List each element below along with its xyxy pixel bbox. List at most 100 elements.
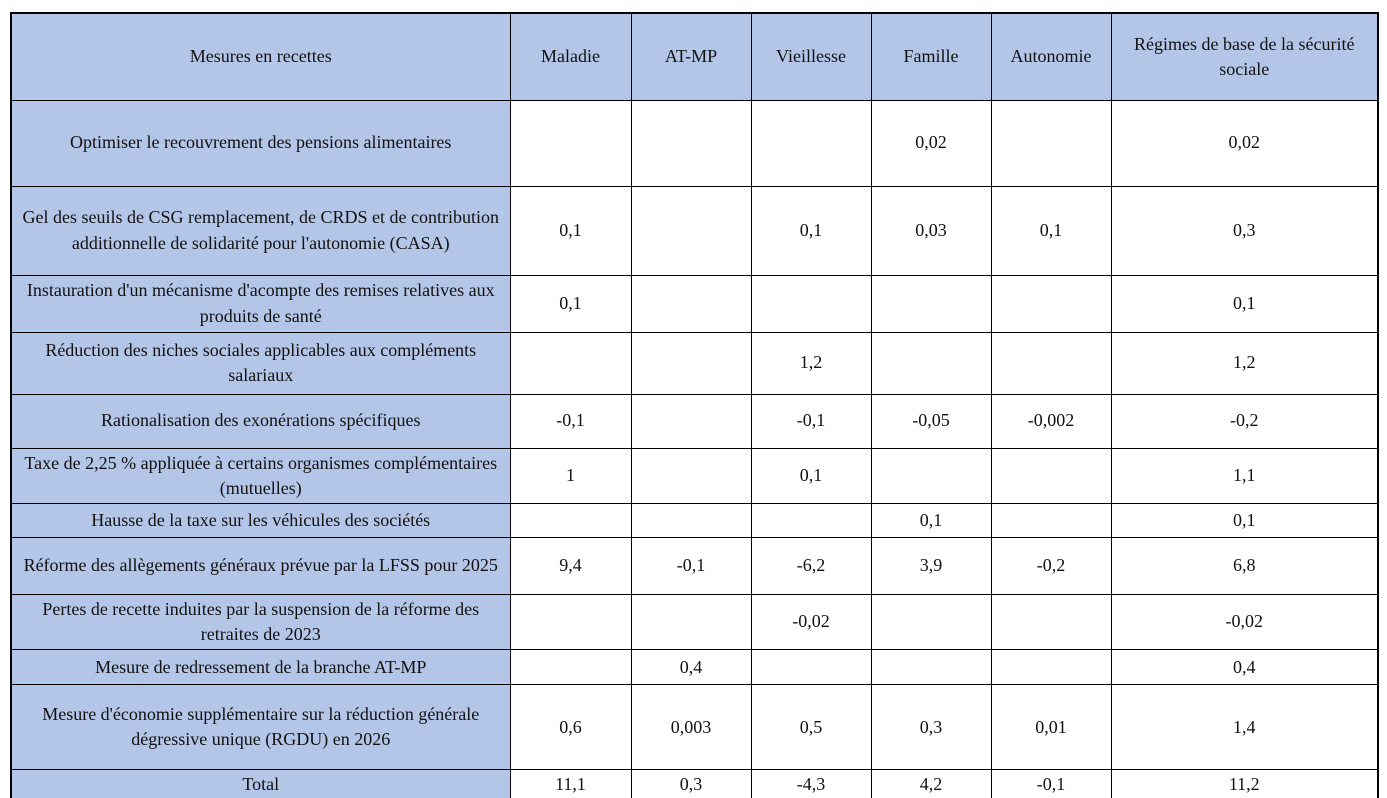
value-cell — [870, 649, 992, 686]
column-header: Régimes de base de la sécurité sociale — [1110, 12, 1379, 101]
value-cell: 11,2 — [1110, 769, 1379, 798]
value-cell: 0,1 — [1110, 274, 1379, 333]
value-cell: 9,4 — [509, 536, 632, 595]
value-cell — [990, 447, 1112, 504]
measure-label-cell: Mesure de redressement de la branche AT-… — [10, 649, 511, 686]
measure-label-cell: Instauration d'un mécanisme d'acompte de… — [10, 274, 511, 333]
column-header: Autonomie — [990, 12, 1112, 101]
table-row: Réforme des allègements généraux prévue … — [10, 536, 1379, 595]
value-cell — [630, 99, 752, 187]
measure-label-cell: Réduction des niches sociales applicable… — [10, 331, 511, 395]
measure-label-cell: Gel des seuils de CSG remplacement, de C… — [10, 185, 511, 276]
measure-label-cell: Rationalisation des exonérations spécifi… — [10, 393, 511, 449]
table-row: Pertes de recette induites par la suspen… — [10, 593, 1379, 651]
value-cell — [990, 593, 1112, 651]
value-cell — [509, 99, 632, 187]
value-cell: 1,2 — [750, 331, 872, 395]
value-cell: 0,1 — [509, 274, 632, 333]
value-cell — [630, 274, 752, 333]
revenue-measures-table: Mesures en recettes Maladie AT-MP Vieilless… — [10, 12, 1379, 798]
value-cell: -0,1 — [750, 393, 872, 449]
value-cell — [750, 99, 872, 187]
value-cell: -0,1 — [630, 536, 752, 595]
value-cell — [509, 649, 632, 686]
value-cell: 1,4 — [1110, 684, 1379, 771]
measure-label-cell: Total — [10, 769, 511, 798]
value-cell: 0,4 — [630, 649, 752, 686]
total-row: Total 11,1 0,3 -4,3 4,2 -0,1 11,2 — [10, 769, 1379, 798]
table-row: Mesure d'économie supplémentaire sur la … — [10, 684, 1379, 771]
column-header: Mesures en recettes — [10, 12, 511, 101]
value-cell — [870, 593, 992, 651]
value-cell: 0,3 — [870, 684, 992, 771]
table-header: Mesures en recettes Maladie AT-MP Vieilless… — [10, 12, 1379, 101]
value-cell — [990, 274, 1112, 333]
value-cell: 0,5 — [750, 684, 872, 771]
table-row: Instauration d'un mécanisme d'acompte de… — [10, 274, 1379, 333]
value-cell: 0,003 — [630, 684, 752, 771]
value-cell: 1 — [509, 447, 632, 504]
table-row: Réduction des niches sociales applicable… — [10, 331, 1379, 395]
value-cell — [750, 274, 872, 333]
value-cell — [750, 649, 872, 686]
value-cell — [750, 502, 872, 538]
column-header: Maladie — [509, 12, 632, 101]
value-cell — [990, 649, 1112, 686]
table-row: Rationalisation des exonérations spécifi… — [10, 393, 1379, 449]
value-cell: -4,3 — [750, 769, 872, 798]
column-header: AT-MP — [630, 12, 752, 101]
value-cell: 0,03 — [870, 185, 992, 276]
value-cell: 0,1 — [509, 185, 632, 276]
value-cell — [509, 502, 632, 538]
value-cell: 0,6 — [509, 684, 632, 771]
value-cell: 0,1 — [750, 447, 872, 504]
table-body: Optimiser le recouvrement des pensions a… — [10, 99, 1379, 798]
value-cell — [630, 447, 752, 504]
value-cell: -0,1 — [990, 769, 1112, 798]
value-cell: 0,02 — [1110, 99, 1379, 187]
value-cell — [870, 274, 992, 333]
value-cell: -0,2 — [990, 536, 1112, 595]
value-cell: 0,4 — [1110, 649, 1379, 686]
value-cell: 1,2 — [1110, 331, 1379, 395]
value-cell: -6,2 — [750, 536, 872, 595]
value-cell: 1,1 — [1110, 447, 1379, 504]
measure-label-cell: Mesure d'économie supplémentaire sur la … — [10, 684, 511, 771]
value-cell: -0,05 — [870, 393, 992, 449]
value-cell — [630, 393, 752, 449]
value-cell — [990, 502, 1112, 538]
measure-label-cell: Hausse de la taxe sur les véhicules des … — [10, 502, 511, 538]
value-cell: 4,2 — [870, 769, 992, 798]
measure-label-cell: Taxe de 2,25 % appliquée à certains orga… — [10, 447, 511, 504]
value-cell — [509, 593, 632, 651]
column-header: Vieillesse — [750, 12, 872, 101]
value-cell — [630, 185, 752, 276]
value-cell — [990, 99, 1112, 187]
table-row: Gel des seuils de CSG remplacement, de C… — [10, 185, 1379, 276]
value-cell: -0,2 — [1110, 393, 1379, 449]
value-cell: 0,01 — [990, 684, 1112, 771]
value-cell: -0,02 — [750, 593, 872, 651]
value-cell — [870, 331, 992, 395]
value-cell: 0,1 — [750, 185, 872, 276]
value-cell: -0,1 — [509, 393, 632, 449]
value-cell: 0,3 — [630, 769, 752, 798]
value-cell — [870, 447, 992, 504]
table-row: Hausse de la taxe sur les véhicules des … — [10, 502, 1379, 538]
column-header: Famille — [870, 12, 992, 101]
value-cell: 6,8 — [1110, 536, 1379, 595]
value-cell — [630, 502, 752, 538]
value-cell: 0,3 — [1110, 185, 1379, 276]
value-cell — [630, 331, 752, 395]
table-row: Taxe de 2,25 % appliquée à certains orga… — [10, 447, 1379, 504]
header-row: Mesures en recettes Maladie AT-MP Vieilless… — [10, 12, 1379, 101]
value-cell: 0,1 — [990, 185, 1112, 276]
table-row: Mesure de redressement de la branche AT-… — [10, 649, 1379, 686]
value-cell: -0,02 — [1110, 593, 1379, 651]
value-cell: 0,1 — [870, 502, 992, 538]
value-cell — [630, 593, 752, 651]
value-cell: 0,02 — [870, 99, 992, 187]
value-cell: -0,002 — [990, 393, 1112, 449]
measure-label-cell: Optimiser le recouvrement des pensions a… — [10, 99, 511, 187]
value-cell: 0,1 — [1110, 502, 1379, 538]
